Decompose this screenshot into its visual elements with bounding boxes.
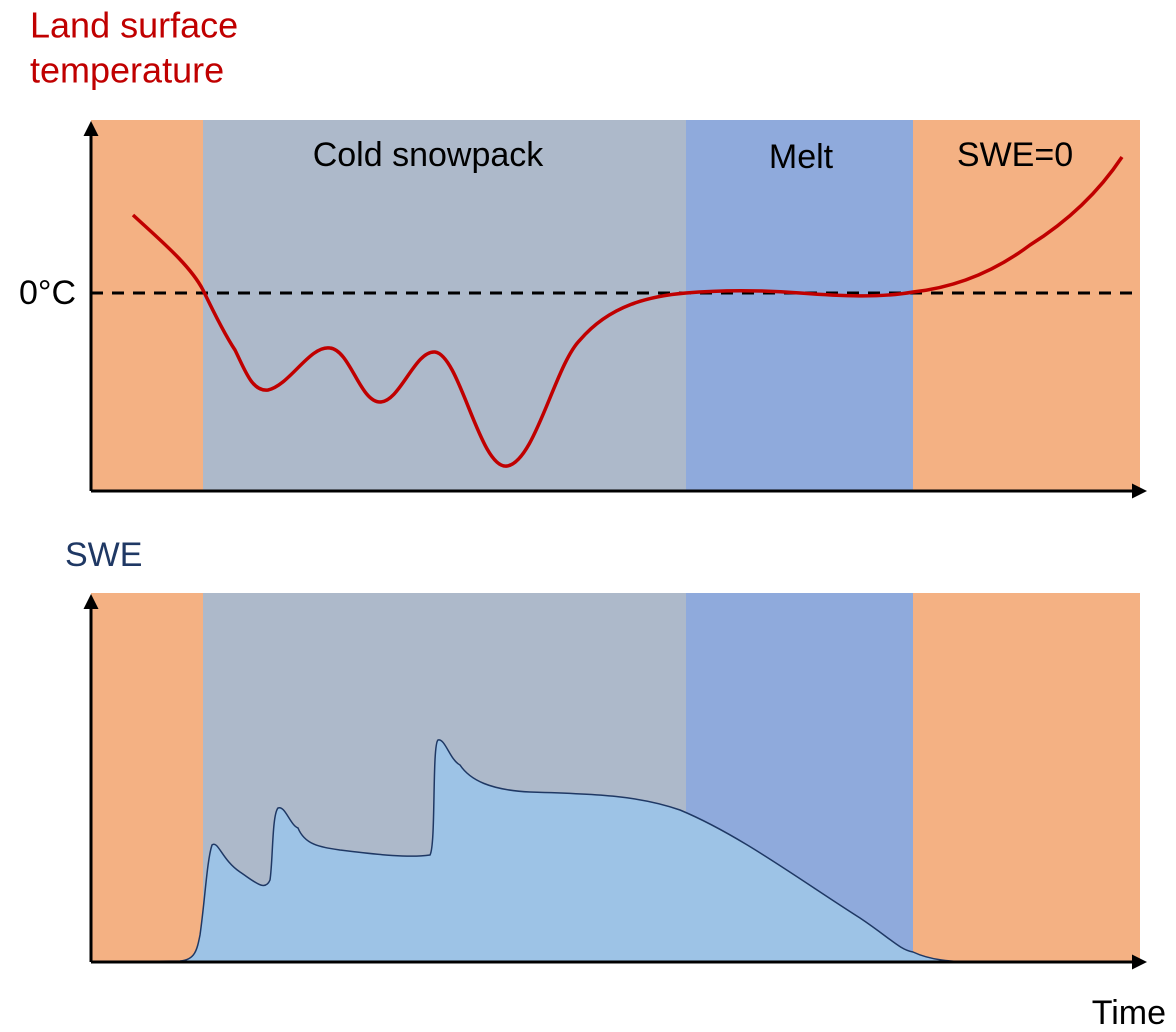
phase-label: Melt [769,138,834,176]
band-cold [203,120,686,491]
temperature-curve [131,156,1124,468]
swe-area [90,739,1140,963]
zero-label: 0°C [19,274,76,312]
phase-label: Cold snowpack [313,136,545,174]
phase-label: SWE=0 [957,136,1073,174]
top-title: temperature [30,50,224,91]
top-phase-bands [91,120,1140,491]
band-pre [91,593,203,962]
top-title: Land surface [30,5,238,46]
bottom-title: SWE [65,536,142,574]
band-post [913,593,1140,962]
band-melt [686,120,913,491]
band-post [913,120,1140,491]
x-axis-label: Time [1092,994,1166,1032]
band-pre [91,120,203,491]
